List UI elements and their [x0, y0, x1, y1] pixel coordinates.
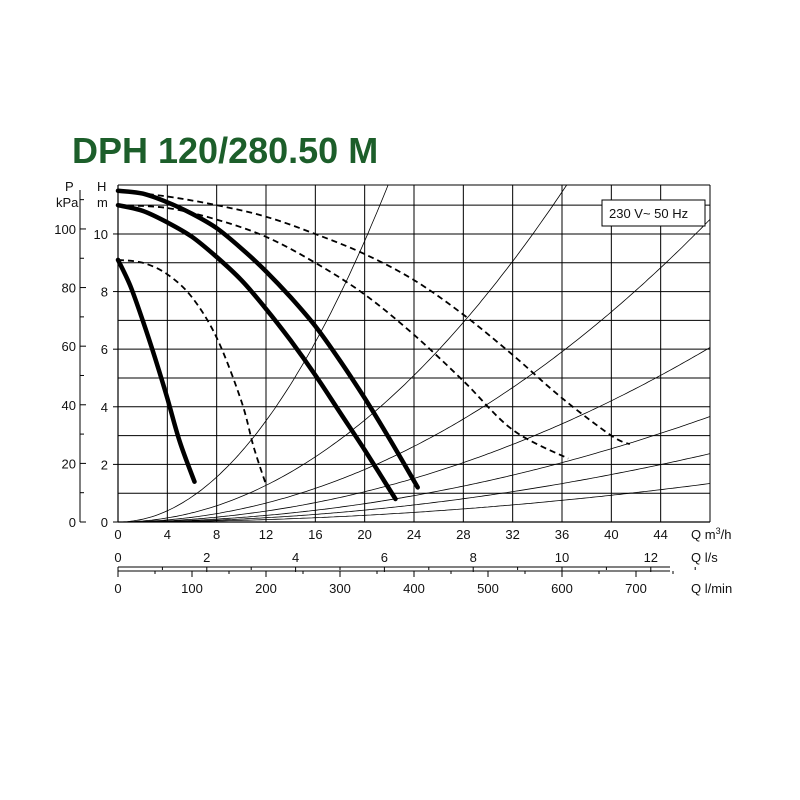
- legend-box: [601, 199, 706, 227]
- ls-tick-label: 10: [555, 550, 569, 565]
- h-unit-sub-label: m: [97, 195, 108, 210]
- system-curve: [118, 453, 711, 523]
- lmin-axis-label: Q l/min: [691, 581, 732, 596]
- ls-tick-label: 8: [470, 550, 477, 565]
- system-curve: [118, 483, 711, 523]
- system-curve: [118, 219, 711, 523]
- x-tick-label: 20: [357, 527, 371, 542]
- p-unit-label: P: [65, 179, 74, 194]
- ls-tick-label: 2: [203, 550, 210, 565]
- lmin-tick-label: 700: [625, 581, 647, 596]
- p-tick-label: 0: [69, 515, 76, 530]
- y-tick-label: 4: [101, 400, 108, 415]
- pump-curve-solid: [115, 188, 420, 490]
- chart-title: DPH 120/280.50 M: [72, 130, 378, 171]
- pump-curve-dashed: [117, 189, 631, 446]
- y-tick-label: 2: [101, 457, 108, 472]
- lmin-tick-label: 0: [114, 581, 121, 596]
- system-curves: [118, 184, 711, 523]
- lmin-tick-label: 200: [255, 581, 277, 596]
- lmin-tick-label: 400: [403, 581, 425, 596]
- p-tick-label: 20: [62, 456, 76, 471]
- pump-curve-solid: [115, 257, 197, 484]
- y-tick-label: 6: [101, 342, 108, 357]
- x-tick-label: 16: [308, 527, 322, 542]
- ls-tick-label: 6: [381, 550, 388, 565]
- x-tick-label: 32: [505, 527, 519, 542]
- x-tick-label: 8: [213, 527, 220, 542]
- x-tick-label: 40: [604, 527, 618, 542]
- x-tick-label: 4: [164, 527, 171, 542]
- y-tick-label: 8: [101, 285, 108, 300]
- ls-tick-label: 0: [114, 550, 121, 565]
- lmin-tick-label: 100: [181, 581, 203, 596]
- lmin-tick-label: 500: [477, 581, 499, 596]
- system-curve: [118, 416, 711, 523]
- ls-tick-label: 4: [292, 550, 299, 565]
- pump-curve-solid: [115, 202, 398, 502]
- pump-curve-dashed: [117, 204, 569, 460]
- legend-label: 230 V~ 50 Hz: [609, 206, 688, 221]
- x-tick-label: 0: [114, 527, 121, 542]
- grid: [118, 184, 711, 522]
- p-tick-label: 40: [62, 398, 76, 413]
- x-tick-label: 28: [456, 527, 470, 542]
- lmin-tick-label: 600: [551, 581, 573, 596]
- ls-tick-label: 12: [644, 550, 658, 565]
- p-tick-label: 80: [62, 281, 76, 296]
- legend: 230 V~ 50 Hz: [601, 199, 706, 227]
- ls-axis-label: Q l/s: [691, 550, 718, 565]
- pump-curve-dashed: [117, 259, 267, 485]
- x-tick-label: 36: [555, 527, 569, 542]
- y-tick-label: 10: [94, 227, 108, 242]
- x-tick-label: 12: [259, 527, 273, 542]
- p-unit-sub-label: kPa: [56, 195, 79, 210]
- pump-curves: [115, 188, 631, 502]
- lmin-tick-label: 300: [329, 581, 351, 596]
- h-unit-label: H: [97, 179, 106, 194]
- x-tick-label: 24: [407, 527, 421, 542]
- p-tick-label: 60: [62, 339, 76, 354]
- system-curve: [118, 184, 568, 523]
- system-curve: [118, 184, 389, 523]
- x-axis-label: Q m3/h: [691, 526, 731, 542]
- x-tick-label: 44: [653, 527, 667, 542]
- p-tick-label: 100: [54, 222, 76, 237]
- y-tick-label: 0: [101, 515, 108, 530]
